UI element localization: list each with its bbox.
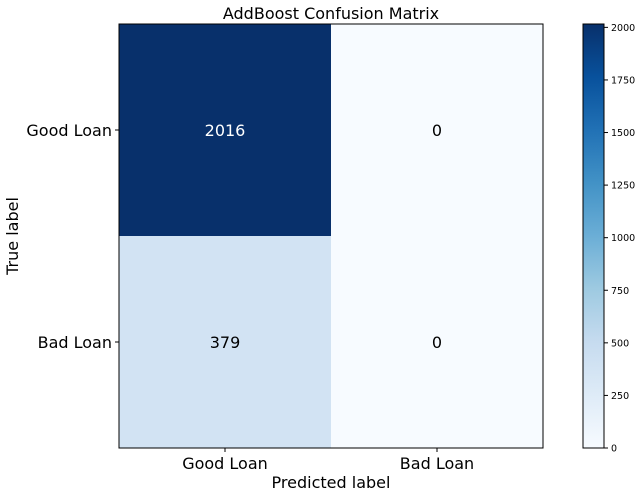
x-tick-label: Bad Loan	[400, 454, 474, 473]
colorbar-tick-label: 1500	[611, 128, 635, 139]
colorbar-tick-label: 1750	[611, 75, 635, 86]
y-tick-label: Bad Loan	[38, 333, 112, 352]
y-axis-ticks: Good Loan Bad Loan	[26, 121, 119, 352]
colorbar-tick-label: 750	[611, 286, 629, 297]
heatmap-cell	[119, 236, 331, 448]
x-tick-label: Good Loan	[182, 454, 268, 473]
colorbar-tick-label: 0	[611, 444, 617, 455]
cell-value-label: 2016	[205, 121, 246, 140]
cell-value-label: 0	[432, 333, 442, 352]
heatmap-cells: 2016 0 379 0	[119, 24, 543, 448]
colorbar-tick-label: 1000	[611, 233, 635, 244]
y-axis-label: True label	[3, 197, 22, 276]
chart-title: AddBoost Confusion Matrix	[223, 4, 439, 23]
y-tick-label: Good Loan	[26, 121, 112, 140]
cell-value-label: 0	[432, 121, 442, 140]
colorbar-tick-label: 1250	[611, 181, 635, 192]
colorbar-ticks: 0 250 500 750 1000 1250 1500 1750 2000	[604, 23, 635, 455]
colorbar-tick-label: 2000	[611, 23, 635, 34]
heatmap-cell	[331, 24, 543, 236]
x-axis-ticks: Good Loan Bad Loan	[182, 448, 474, 473]
heatmap-cell	[119, 24, 331, 236]
cell-value-label: 379	[210, 333, 241, 352]
x-axis-label: Predicted label	[272, 473, 391, 492]
plot-frame	[118, 23, 544, 449]
colorbar-tick-label: 500	[611, 338, 629, 349]
colorbar-tick-label: 250	[611, 391, 629, 402]
colorbar	[582, 23, 605, 449]
heatmap-cell	[331, 236, 543, 448]
